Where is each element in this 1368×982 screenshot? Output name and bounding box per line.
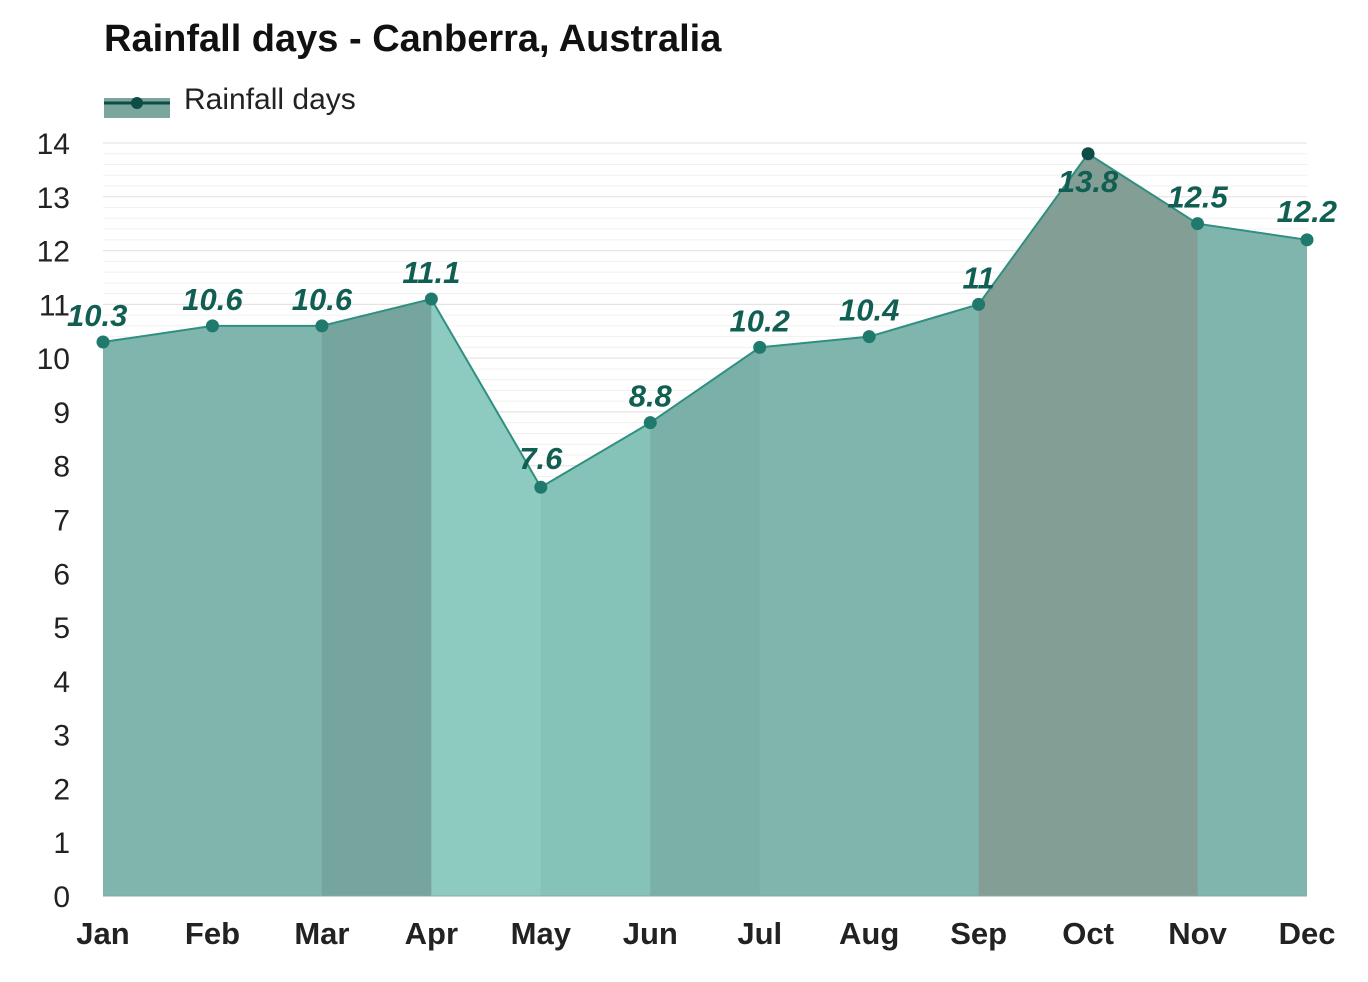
legend[interactable]: Rainfall days bbox=[104, 80, 356, 120]
y-tick-label: 14 bbox=[37, 128, 70, 161]
data-point-nov bbox=[1191, 217, 1205, 231]
rainfall-line bbox=[102, 152, 1308, 489]
season-band bbox=[978, 153, 1198, 896]
data-point-jun bbox=[643, 416, 657, 430]
x-tick-label: Jul bbox=[737, 916, 782, 951]
data-label: 11 bbox=[963, 260, 995, 295]
data-label: 10.4 bbox=[839, 293, 899, 328]
y-tick-label: 0 bbox=[53, 881, 70, 914]
data-point-feb bbox=[205, 319, 219, 333]
data-point-sep bbox=[972, 297, 986, 311]
x-tick-label: Apr bbox=[405, 916, 458, 951]
y-tick-label: 10 bbox=[37, 343, 70, 376]
y-tick-label: 8 bbox=[53, 451, 70, 484]
legend-label-rainfall-days: Rainfall days bbox=[184, 83, 356, 116]
y-tick-label: 12 bbox=[37, 236, 70, 269]
data-point-may bbox=[534, 480, 548, 494]
x-tick-label: May bbox=[511, 916, 572, 951]
x-tick-label: Dec bbox=[1279, 916, 1336, 951]
data-label: 13.8 bbox=[1058, 164, 1119, 199]
data-point-jul bbox=[753, 340, 767, 354]
x-tick-label: Oct bbox=[1062, 916, 1114, 951]
season-band bbox=[650, 153, 760, 896]
data-point-dec bbox=[1300, 233, 1314, 247]
y-tick-label: 11 bbox=[39, 289, 70, 322]
data-label: 12.2 bbox=[1277, 194, 1337, 229]
y-tick-label: 4 bbox=[53, 666, 70, 699]
data-label: 10.2 bbox=[730, 303, 790, 338]
data-label: 8.8 bbox=[629, 379, 673, 414]
data-label: 10.3 bbox=[67, 298, 127, 333]
y-tick-label: 9 bbox=[53, 397, 70, 430]
season-band bbox=[431, 153, 541, 896]
data-label: 10.6 bbox=[182, 282, 243, 317]
y-tick-label: 5 bbox=[53, 612, 70, 645]
season-band bbox=[540, 153, 651, 896]
data-point-jan bbox=[96, 335, 110, 349]
y-tick-label: 2 bbox=[53, 773, 70, 806]
y-tick-label: 7 bbox=[53, 505, 70, 538]
data-point-apr bbox=[424, 292, 438, 306]
rainfall-area bbox=[103, 153, 1307, 896]
data-label: 11.1 bbox=[402, 255, 460, 290]
x-tick-label: Jun bbox=[623, 916, 678, 951]
data-point-mar bbox=[315, 319, 329, 333]
x-tick-label: Aug bbox=[839, 916, 899, 951]
y-tick-label: 13 bbox=[37, 182, 70, 215]
x-tick-label: Sep bbox=[950, 916, 1007, 951]
x-tick-label: Jan bbox=[76, 916, 129, 951]
x-tick-label: Feb bbox=[185, 916, 240, 951]
x-tick-label: Nov bbox=[1168, 916, 1227, 951]
y-tick-label: 3 bbox=[53, 720, 70, 753]
data-label: 7.6 bbox=[519, 441, 563, 476]
x-tick-label: Mar bbox=[294, 916, 349, 951]
chart-title: Rainfall days - Canberra, Australia bbox=[104, 18, 722, 60]
data-point-aug bbox=[862, 330, 876, 344]
data-label: 10.6 bbox=[292, 282, 353, 317]
y-tick-label: 1 bbox=[53, 827, 70, 860]
data-label: 12.5 bbox=[1167, 180, 1228, 215]
season-band bbox=[321, 153, 432, 896]
y-tick-label: 6 bbox=[53, 558, 70, 591]
legend-swatch-icon bbox=[104, 82, 170, 118]
data-point-oct bbox=[1081, 147, 1095, 161]
